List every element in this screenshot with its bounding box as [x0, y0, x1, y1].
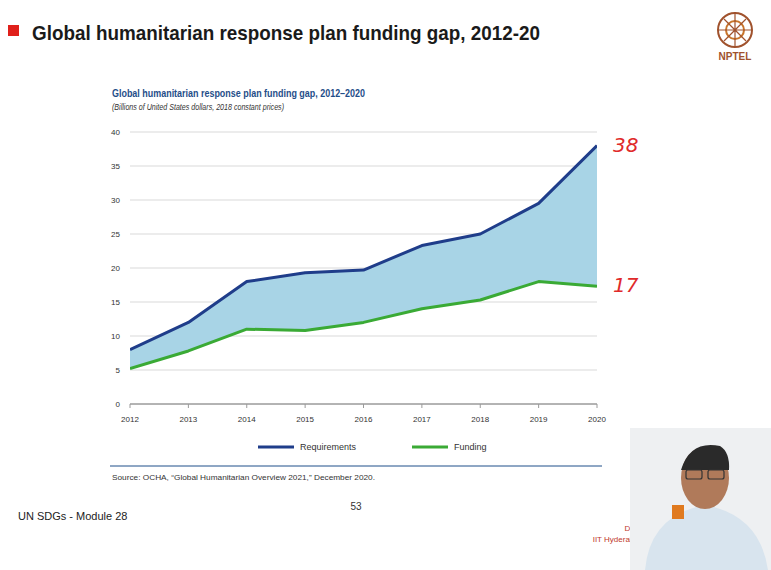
y-tick-label: 20	[111, 264, 120, 273]
video-frame	[630, 428, 771, 570]
plot-area	[130, 146, 597, 369]
x-tick-label: 2018	[471, 415, 489, 424]
x-tick	[246, 404, 247, 408]
footer: UN SDGs - Module 28	[18, 510, 127, 522]
series-line	[130, 282, 597, 369]
glasses-left	[686, 470, 702, 479]
slide-title: Global humanitarian response plan fundin…	[32, 21, 540, 44]
annotation: 17	[613, 273, 639, 297]
y-tick-label: 0	[116, 400, 121, 409]
institute-emblem	[672, 505, 684, 519]
y-tick-label: 15	[111, 298, 120, 307]
x-tick-label: 2016	[355, 415, 373, 424]
grid-line	[130, 132, 597, 133]
legend-label: Requirements	[300, 442, 357, 452]
x-tick	[363, 404, 364, 408]
x-tick-label: 2015	[296, 415, 314, 424]
logo-text: NPTEL	[719, 51, 752, 62]
chart-title: Global humanitarian response plan fundin…	[112, 88, 365, 99]
series-line	[130, 146, 597, 350]
annotation: 38	[613, 133, 638, 157]
logo-spokes	[719, 14, 751, 46]
grid-line	[130, 166, 597, 167]
presenter-video	[630, 428, 771, 570]
x-tick-label: 2013	[179, 415, 197, 424]
slide: Global humanitarian response plan fundin…	[0, 0, 771, 570]
x-tick	[597, 404, 598, 408]
grid-line	[130, 200, 597, 201]
x-tick	[130, 404, 131, 408]
source: Source: OCHA, “Global Humanitarian Overv…	[112, 473, 375, 482]
background	[0, 0, 771, 570]
presenter-body	[645, 505, 768, 570]
legend-swatch	[258, 446, 294, 449]
grid-line	[130, 370, 597, 371]
legend-label: Funding	[454, 442, 487, 452]
logo: NPTEL	[718, 13, 752, 62]
bullet	[8, 25, 19, 36]
page-number: 53	[350, 501, 362, 512]
x-tick-label: 2017	[413, 415, 431, 424]
x-tick-label: 2014	[238, 415, 256, 424]
source-rule	[110, 466, 602, 467]
presenter-hair	[681, 445, 729, 470]
y-tick-label: 40	[111, 128, 120, 137]
x-tick	[538, 404, 539, 408]
x-tick	[188, 404, 189, 408]
y-tick-label: 10	[111, 332, 120, 341]
logo-ring	[718, 13, 752, 47]
glasses-right	[708, 470, 724, 479]
x-tick	[421, 404, 422, 408]
y-tick-label: 5	[116, 366, 121, 375]
legend-swatch	[412, 446, 448, 449]
chart-subtitle: (Billions of United States dollars, 2018…	[112, 102, 284, 112]
x-tick-label: 2012	[121, 415, 139, 424]
y-tick-label: 25	[111, 230, 120, 239]
x-tick	[480, 404, 481, 408]
gap-fill	[130, 146, 597, 369]
y-tick-label: 30	[111, 196, 120, 205]
x-tick-label: 2020	[588, 415, 606, 424]
x-tick-label: 2019	[530, 415, 548, 424]
y-tick-label: 35	[111, 162, 120, 171]
x-tick	[305, 404, 306, 408]
